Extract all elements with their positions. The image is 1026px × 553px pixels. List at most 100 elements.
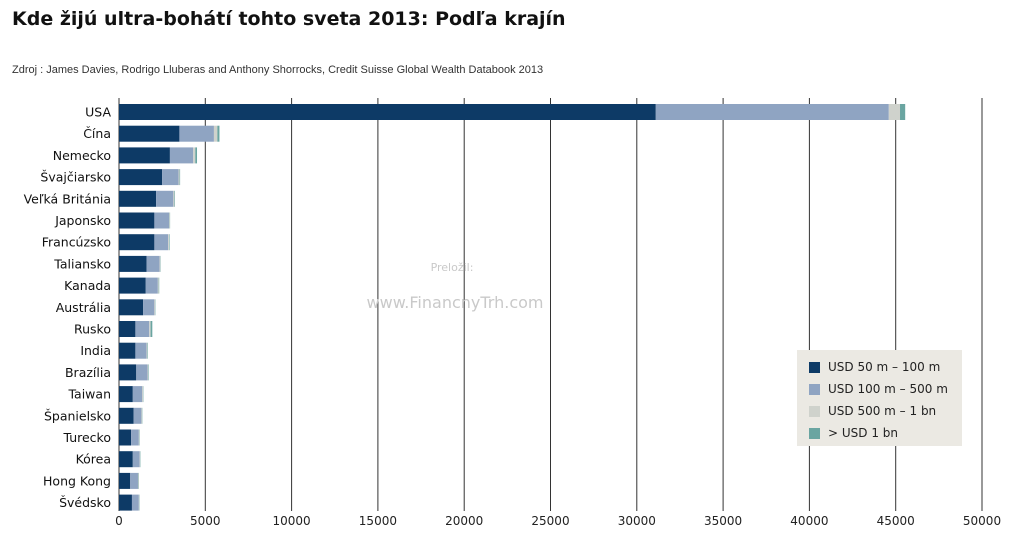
bar-segment: [119, 364, 137, 381]
bar-segment: [145, 277, 158, 294]
category-label: India: [80, 343, 111, 358]
bar-segment: [119, 321, 136, 337]
bar-segment: [168, 234, 170, 251]
category-label: Kórea: [76, 452, 111, 467]
category-label: Japonsko: [54, 213, 111, 228]
bar-segment: [119, 234, 155, 251]
legend-label: > USD 1 bn: [828, 426, 898, 440]
chart-title: Kde žijú ultra-bohátí tohto sveta 2013: …: [12, 8, 566, 30]
legend-item: USD 50 m – 100 m: [809, 359, 940, 375]
category-label: Švédsko: [59, 495, 111, 510]
watermark-line2: www.FinancnyTrh.com: [367, 293, 544, 312]
category-label: Španielsko: [44, 408, 111, 423]
x-tick-label: 10000: [273, 514, 311, 528]
category-label: Kanada: [64, 278, 111, 293]
bar-segment: [147, 342, 148, 359]
legend-item: USD 500 m – 1 bn: [809, 403, 936, 419]
bar-segment: [132, 386, 143, 403]
bar-segment: [154, 234, 169, 251]
bar-segment: [154, 212, 170, 229]
source-note: Zdroj : James Davies, Rodrigo Lluberas a…: [12, 64, 544, 76]
x-tick-label: 5000: [190, 514, 221, 528]
bar-segment: [135, 342, 147, 359]
bar-segment: [119, 429, 132, 446]
legend-swatch-band-over-1bn: [809, 427, 820, 439]
bar-segment: [888, 104, 901, 120]
bar-segment: [119, 212, 155, 229]
bar-segment: [131, 494, 139, 511]
bar-segment: [195, 147, 198, 164]
bar-segment: [217, 125, 220, 142]
bar-segment: [119, 342, 136, 359]
bar-segment: [158, 277, 160, 294]
category-label: Taliansko: [53, 256, 111, 271]
bar-segment: [150, 321, 153, 337]
x-tick-label: 50000: [963, 514, 1001, 528]
bar-segment: [119, 190, 157, 207]
legend-label: USD 100 m – 500 m: [828, 382, 948, 396]
x-tick-label: 20000: [445, 514, 483, 528]
bar-segment: [137, 472, 139, 489]
legend-item: USD 100 m – 500 m: [809, 381, 948, 397]
x-axis-ticks: 0 5000 10000 15000 20000 25000 30000 35000 40000…: [115, 514, 1001, 528]
x-tick-label: 15000: [359, 514, 397, 528]
bar-segment: [138, 429, 140, 446]
bar-segment: [193, 147, 196, 164]
watermark-line1: Preložil:: [431, 261, 474, 274]
bar-segment: [900, 104, 906, 120]
legend: USD 50 m – 100 m USD 100 m – 500 m USD 5…: [797, 350, 962, 446]
bar-segment: [162, 169, 179, 186]
category-label: Brazília: [65, 365, 111, 380]
legend-swatch-band-100-500m: [809, 383, 820, 395]
bar-segment: [136, 364, 148, 381]
x-tick-label: 40000: [790, 514, 828, 528]
legend-label: USD 500 m – 1 bn: [828, 404, 937, 418]
bar-segment: [174, 190, 175, 207]
x-tick-label: 45000: [877, 514, 915, 528]
x-tick-label: 30000: [618, 514, 656, 528]
x-tick-label: 25000: [531, 514, 569, 528]
bar-segment: [130, 472, 138, 489]
bar-segment: [148, 364, 149, 381]
legend-swatch-band-500m-1bn: [809, 405, 820, 417]
bar-segment: [655, 104, 889, 120]
bar-segment: [154, 299, 156, 316]
bar-segment: [119, 277, 146, 294]
bar-segment: [159, 255, 161, 272]
category-label: Švajčiarsko: [40, 170, 111, 185]
bar-segment: [119, 255, 147, 272]
bar-segment: [149, 321, 151, 337]
legend-label: USD 50 m – 100 m: [828, 360, 941, 374]
bar-segment: [169, 212, 170, 229]
category-label: Hong Kong: [43, 473, 111, 488]
bar-segment: [178, 169, 180, 186]
category-label: USA: [85, 105, 111, 120]
bar-segment: [131, 429, 139, 446]
bar-segment: [179, 125, 214, 142]
bar-segment: [157, 277, 159, 294]
bar-segment: [132, 451, 140, 468]
bar-segment: [156, 190, 174, 207]
legend-item: > USD 1 bn: [809, 425, 898, 441]
legend-swatch-band-50-100m: [809, 361, 820, 373]
bar-segment: [179, 169, 181, 186]
category-label: Taiwan: [67, 387, 111, 402]
bar-segment: [142, 386, 143, 403]
bar-segment: [119, 104, 656, 120]
bar-segment: [119, 299, 144, 316]
bar-segment: [119, 472, 131, 489]
bar-segment: [119, 125, 180, 142]
bar-segment: [213, 125, 218, 142]
bar-segment: [146, 255, 160, 272]
category-label: Rusko: [74, 322, 111, 337]
bar-segment: [119, 451, 133, 468]
bar-segment: [147, 364, 149, 381]
bar-segment: [169, 234, 170, 251]
bar-segment: [119, 386, 133, 403]
x-tick-label: 0: [115, 514, 123, 528]
category-label: Francúzsko: [42, 235, 111, 250]
bar-segment: [146, 342, 148, 359]
bar-segment: [119, 169, 163, 186]
